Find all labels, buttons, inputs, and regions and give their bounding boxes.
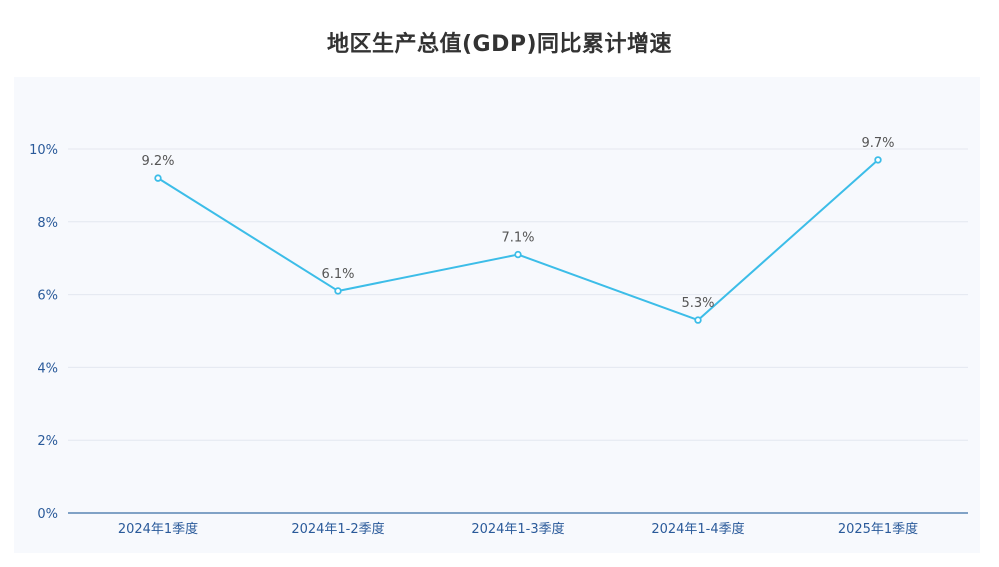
y-tick-label: 6%	[37, 289, 58, 304]
chart-panel	[14, 77, 980, 553]
x-tick-label: 2024年1-4季度	[651, 521, 744, 537]
y-tick-label: 0%	[37, 507, 58, 522]
data-label: 5.3%	[681, 296, 714, 311]
y-tick-label: 4%	[37, 361, 58, 376]
data-point	[694, 316, 702, 324]
y-tick-label: 2%	[37, 434, 58, 449]
data-label: 9.2%	[141, 154, 174, 169]
y-tick-label: 10%	[29, 143, 58, 158]
x-tick-label: 2024年1季度	[118, 521, 198, 537]
x-tick-label: 2024年1-3季度	[471, 521, 564, 537]
data-point	[874, 156, 882, 164]
y-tick-label: 8%	[37, 216, 58, 231]
data-label: 9.7%	[861, 136, 894, 151]
data-point	[334, 287, 342, 295]
x-tick-label: 2025年1季度	[838, 521, 918, 537]
data-point	[514, 250, 522, 259]
data-point	[154, 174, 162, 182]
data-label: 7.1%	[501, 231, 534, 246]
x-tick-label: 2024年1-2季度	[291, 521, 384, 537]
data-label: 6.1%	[321, 267, 354, 282]
chart-title: 地区生产总值(GDP)同比累计增速	[326, 32, 673, 57]
